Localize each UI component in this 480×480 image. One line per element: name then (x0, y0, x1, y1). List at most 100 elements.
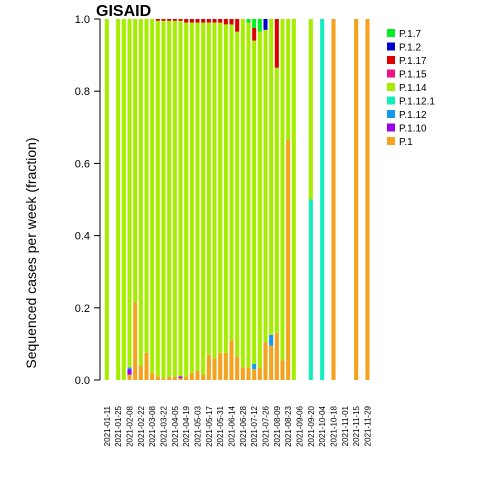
bar-segment-P-1-14 (263, 29, 268, 343)
bar-segment-P-1-14 (127, 19, 132, 368)
bar-segment-P-1 (178, 378, 183, 380)
bar-segment-P-1-14 (240, 19, 245, 368)
bar-segment-P-1-14 (144, 19, 149, 353)
bar-segment-P-1-14 (189, 22, 194, 373)
x-tick-label: 2021-02-08 (126, 405, 135, 446)
bar-segment-P-1 (235, 356, 240, 380)
bar-segment-P-1-14 (291, 19, 296, 380)
bar-7 (144, 19, 149, 380)
bar-segment-P-1-17 (235, 19, 240, 32)
bar-33 (291, 19, 296, 380)
bar-17 (201, 19, 206, 380)
legend-swatch (387, 123, 395, 132)
bar-36 (308, 19, 313, 380)
bar-segment-P-1-14 (138, 19, 143, 366)
bar-segment-P-1 (280, 360, 285, 380)
legend-label: P.1.10 (399, 124, 427, 135)
bar-segment-P-1-7 (252, 19, 257, 29)
bar-20 (218, 19, 223, 380)
x-tick-label: 2021-03-22 (160, 405, 169, 446)
legend: P.1.7 P.1.2 P.1.17 P.1.15 P.1.14 P.1.12.1 P.1.… (387, 29, 435, 148)
legend-swatch (387, 42, 395, 51)
bar-40 (331, 19, 336, 380)
x-tick-label: 2021-07-12 (250, 405, 259, 446)
bar-2 (116, 19, 121, 380)
bar-segment-P-1-14 (280, 19, 285, 361)
bar-13 (178, 19, 183, 380)
legend-item: P.1.10 (387, 123, 427, 135)
bar-11 (167, 19, 172, 380)
bar-4 (127, 19, 132, 380)
legend-label: P.1.17 (399, 56, 427, 67)
bar-segment-P-1-14 (155, 20, 160, 377)
bar-segment-P-1-17 (206, 19, 211, 23)
bar-segment-P-1 (354, 19, 359, 380)
bar-segment-P-1-17 (155, 19, 160, 21)
bar-segment-P-1-14 (286, 19, 291, 140)
bar-6 (138, 19, 143, 380)
x-tick-label: 2021-11-01 (341, 405, 350, 446)
bar-segment-P-1-14 (218, 22, 223, 353)
x-tick-label: 2021-01-25 (114, 405, 123, 446)
bar-25 (246, 19, 251, 380)
bar-46 (365, 19, 370, 380)
x-tick-label: 2021-04-05 (171, 405, 180, 446)
bar-segment-P-1 (150, 372, 155, 380)
bar-segment-P-1-14 (246, 22, 251, 368)
x-tick-label: 2021-11-29 (364, 405, 373, 446)
x-tick-label: 2021-08-23 (284, 405, 293, 446)
legend-swatch (387, 56, 395, 64)
bar-segment-P-1 (223, 352, 228, 380)
bar-segment-P-1-14 (229, 24, 234, 341)
bar-segment-P-1-14 (212, 22, 217, 359)
bar-segment-P-1-17 (161, 19, 166, 21)
bar-segment-P-1-14 (223, 24, 228, 353)
bar-segment-P-1-14 (184, 22, 189, 377)
bar-segment-P-1-17 (218, 19, 223, 23)
bar-segment-P-1 (184, 376, 189, 380)
bar-segment-P-1-14 (133, 19, 138, 303)
bar-segment-P-1-17 (189, 19, 194, 23)
x-tick-label: 2021-11-15 (352, 405, 361, 446)
bar-segment-P-1-17 (223, 19, 228, 25)
bar-segment-P-1 (331, 19, 336, 380)
bar-segment-P-1 (263, 342, 268, 380)
bar-segment-P-1 (252, 369, 257, 380)
legend-item: P.1.12 (387, 110, 427, 121)
bar-19 (212, 19, 217, 380)
bar-segment-P-1 (138, 365, 143, 380)
bar-segment-P-1-14 (172, 20, 177, 377)
y-tick-label: 0.4 (75, 231, 90, 243)
bar-26 (252, 19, 257, 380)
bar-segment-P-1 (155, 376, 160, 380)
bar-32 (286, 19, 291, 380)
bar-3 (121, 19, 126, 380)
bar-segment-P-1-10 (127, 369, 132, 375)
bar-segment-P-1-14 (206, 22, 211, 355)
bar-30 (274, 19, 279, 380)
bar-segment-P-1-12 (252, 363, 257, 370)
bars-layer (104, 19, 370, 380)
legend-label: P.1.12.1 (399, 97, 435, 108)
legend-item: P.1.17 (387, 56, 427, 67)
bar-27 (257, 19, 262, 380)
bar-segment-P-1-12 (269, 334, 274, 346)
bar-segment-P-1-14 (308, 19, 313, 200)
y-axis: 0.0 0.2 0.4 0.6 0.8 1.0 (75, 14, 101, 387)
bar-segment-P-1-14 (167, 20, 172, 378)
bar-8 (150, 19, 155, 380)
legend-label: P.1.7 (399, 29, 421, 40)
legend-swatch (387, 69, 395, 78)
bar-segment-P-1 (257, 367, 262, 380)
legend-label: P.1.14 (399, 83, 427, 94)
bar-segment-P-1 (206, 354, 211, 380)
x-tick-label: 2021-04-19 (182, 405, 191, 446)
bar-segment-P-1-14 (274, 67, 279, 334)
bar-segment-P-1-14 (178, 20, 183, 377)
x-tick-label: 2021-01-11 (103, 405, 112, 446)
x-tick-label: 2021-06-14 (228, 405, 237, 446)
bar-segment-P-1-17 (184, 19, 189, 23)
bar-5 (133, 19, 138, 380)
bar-22 (229, 19, 234, 380)
bar-segment-P-1 (144, 352, 149, 380)
